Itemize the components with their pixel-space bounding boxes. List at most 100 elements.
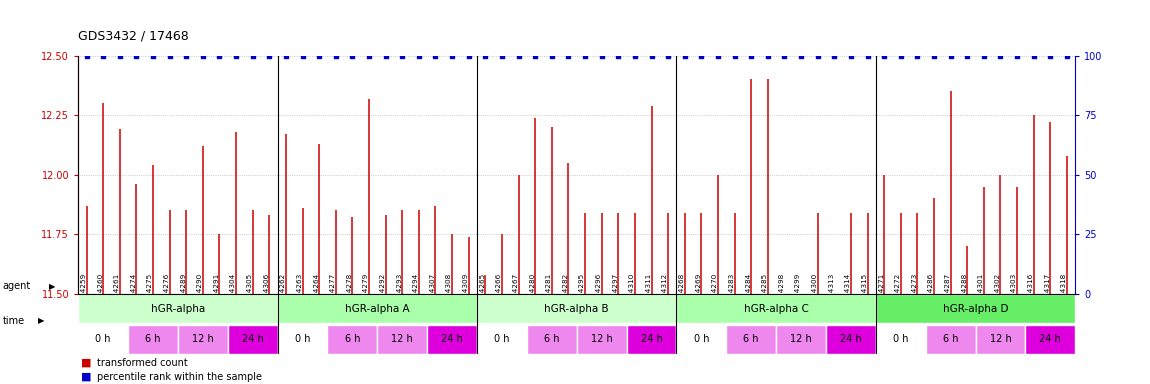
Point: [742, 53, 760, 59]
Point: [1025, 53, 1043, 59]
Text: 12 h: 12 h: [990, 334, 1011, 344]
Point: [193, 53, 212, 59]
Point: [775, 53, 793, 59]
Text: time: time: [2, 316, 24, 326]
Bar: [676, 294, 876, 323]
Point: [675, 53, 693, 59]
Text: 6 h: 6 h: [743, 334, 759, 344]
Text: hGR-alpha D: hGR-alpha D: [943, 304, 1009, 314]
Point: [260, 53, 278, 59]
Point: [610, 53, 628, 59]
Bar: [926, 324, 975, 354]
Bar: [477, 294, 676, 323]
Text: 6 h: 6 h: [943, 334, 958, 344]
Text: percentile rank within the sample: percentile rank within the sample: [97, 372, 261, 382]
Text: 0 h: 0 h: [693, 334, 710, 344]
Text: transformed count: transformed count: [97, 358, 187, 368]
Bar: [277, 324, 328, 354]
Text: 6 h: 6 h: [544, 334, 560, 344]
Point: [244, 53, 262, 59]
Bar: [826, 324, 876, 354]
Text: hGR-alpha A: hGR-alpha A: [345, 304, 409, 314]
Point: [975, 53, 994, 59]
Text: 6 h: 6 h: [345, 334, 360, 344]
Text: hGR-alpha C: hGR-alpha C: [744, 304, 808, 314]
Point: [825, 53, 843, 59]
Bar: [627, 324, 676, 354]
Text: ■: ■: [81, 358, 91, 368]
Point: [427, 53, 445, 59]
Bar: [78, 294, 277, 323]
Text: 12 h: 12 h: [391, 334, 413, 344]
Point: [792, 53, 811, 59]
Bar: [776, 324, 826, 354]
Point: [343, 53, 361, 59]
Text: hGR-alpha: hGR-alpha: [151, 304, 205, 314]
Point: [310, 53, 329, 59]
Point: [94, 53, 113, 59]
Point: [327, 53, 345, 59]
Point: [875, 53, 894, 59]
Text: 12 h: 12 h: [790, 334, 812, 344]
Point: [942, 53, 960, 59]
Point: [958, 53, 976, 59]
Text: ■: ■: [81, 372, 91, 382]
Point: [409, 53, 428, 59]
Bar: [427, 324, 477, 354]
Point: [759, 53, 777, 59]
Point: [576, 53, 595, 59]
Point: [543, 53, 561, 59]
Bar: [377, 324, 427, 354]
Text: 0 h: 0 h: [294, 334, 311, 344]
Point: [110, 53, 129, 59]
Point: [643, 53, 661, 59]
Text: 24 h: 24 h: [840, 334, 861, 344]
Bar: [178, 324, 228, 354]
Text: 24 h: 24 h: [641, 334, 662, 344]
Text: 0 h: 0 h: [494, 334, 509, 344]
Bar: [577, 324, 627, 354]
Point: [227, 53, 245, 59]
Text: 24 h: 24 h: [242, 334, 263, 344]
Point: [277, 53, 296, 59]
Point: [908, 53, 927, 59]
Bar: [676, 324, 727, 354]
Bar: [527, 324, 576, 354]
Point: [443, 53, 461, 59]
Bar: [477, 324, 527, 354]
Point: [1007, 53, 1026, 59]
Text: 6 h: 6 h: [145, 334, 161, 344]
Bar: [78, 324, 128, 354]
Text: 12 h: 12 h: [192, 334, 214, 344]
Point: [592, 53, 611, 59]
Point: [692, 53, 711, 59]
Point: [77, 53, 95, 59]
Text: 0 h: 0 h: [95, 334, 110, 344]
Point: [1058, 53, 1076, 59]
Bar: [328, 324, 377, 354]
Point: [559, 53, 577, 59]
Bar: [128, 324, 178, 354]
Text: ▶: ▶: [49, 281, 56, 291]
Text: ▶: ▶: [38, 316, 45, 325]
Text: agent: agent: [2, 281, 31, 291]
Point: [925, 53, 943, 59]
Point: [476, 53, 494, 59]
Point: [160, 53, 178, 59]
Point: [376, 53, 394, 59]
Point: [393, 53, 412, 59]
Point: [360, 53, 378, 59]
Point: [891, 53, 910, 59]
Bar: [975, 324, 1026, 354]
Point: [526, 53, 544, 59]
Bar: [228, 324, 277, 354]
Point: [293, 53, 312, 59]
Bar: [876, 294, 1075, 323]
Bar: [727, 324, 776, 354]
Text: GDS3432 / 17468: GDS3432 / 17468: [78, 29, 189, 42]
Text: 24 h: 24 h: [442, 334, 463, 344]
Point: [858, 53, 876, 59]
Point: [626, 53, 644, 59]
Point: [726, 53, 744, 59]
Point: [842, 53, 860, 59]
